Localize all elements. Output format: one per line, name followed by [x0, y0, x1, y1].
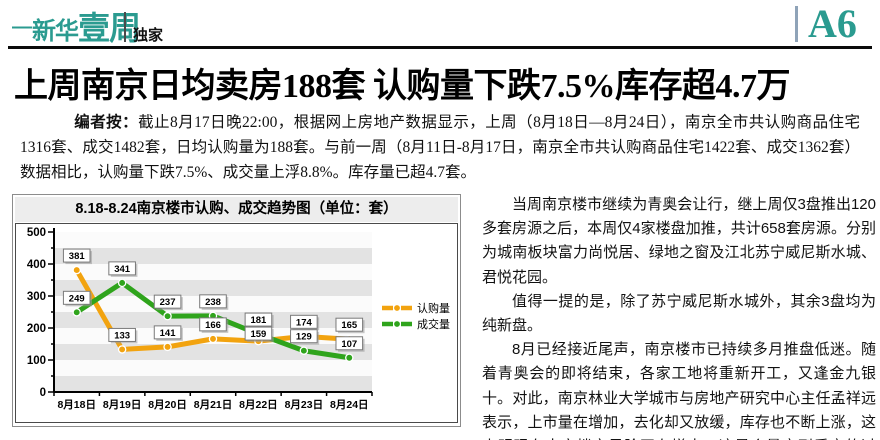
- data-label-box: [108, 261, 136, 276]
- y-tick-label: 300: [27, 291, 46, 303]
- logo-dash-mark: —: [12, 16, 32, 38]
- data-label-box: [108, 327, 136, 342]
- y-tick-label: 400: [27, 259, 46, 271]
- header-divider-right: [795, 6, 798, 42]
- y-tick-label: 0: [40, 387, 46, 399]
- data-label-box: [244, 326, 273, 341]
- plot-band: [54, 360, 372, 376]
- data-label: 107: [341, 339, 357, 350]
- header-divider-left: [124, 12, 126, 42]
- masthead-logo: —新华壹周: [12, 10, 141, 52]
- data-point: [117, 278, 127, 288]
- article-headline: 上周南京日均卖房188套 认购量下跌7.5%库存超4.7万: [14, 68, 791, 105]
- x-tick-label: 8月18日: [57, 399, 96, 411]
- legend-dot: [393, 320, 401, 328]
- article-paragraph: 当周南京楼市继续为青奥会让行，继上周仅3盘推出120多套房源之后，本周仅4家楼盘…: [482, 196, 876, 286]
- data-label-box: [335, 336, 364, 351]
- data-label: 341: [114, 264, 131, 275]
- page-number: A6: [808, 1, 857, 46]
- data-label: 174: [296, 317, 313, 328]
- data-label: 141: [160, 328, 177, 339]
- legend-label: 认购量: [417, 301, 450, 315]
- plot-band: [54, 376, 372, 392]
- x-tick-label: 8月21日: [194, 399, 233, 411]
- header-rule: [8, 46, 872, 49]
- x-tick-label: 8月20日: [148, 399, 187, 411]
- data-label-box: [62, 248, 91, 263]
- data-label: 129: [296, 332, 312, 343]
- x-tick-label: 8月22日: [239, 399, 278, 411]
- plot-band: [54, 248, 372, 264]
- section-label: 独家: [133, 27, 164, 44]
- y-tick-label: 200: [27, 323, 46, 335]
- data-label-box: [199, 317, 227, 332]
- logo-text-big: 壹周: [78, 10, 141, 46]
- data-point: [163, 311, 172, 321]
- data-label-box: [153, 325, 182, 340]
- data-label: 237: [160, 297, 176, 308]
- data-point: [163, 342, 172, 352]
- legend-dot: [393, 304, 401, 312]
- data-point: [208, 334, 218, 344]
- y-tick-label: 500: [27, 227, 46, 239]
- data-label-box: [244, 312, 273, 327]
- data-label: 381: [69, 251, 86, 262]
- data-label-box: [290, 314, 318, 329]
- data-point: [345, 353, 354, 363]
- data-label-box: [199, 294, 227, 309]
- editor-note-text: 截止8月17日晚22:00，根据网上房地产数据显示，上周（8月18日—8月24日…: [20, 114, 860, 181]
- data-point: [117, 345, 127, 354]
- plot-band: [54, 232, 372, 248]
- data-label-box: [335, 317, 364, 332]
- trend-chart: 8.18-8.24南京楼市认购、成交趋势图（单位：套） 0 100 200 300 40…: [12, 194, 461, 427]
- data-label: 249: [69, 293, 85, 304]
- article-body: 当周南京楼市继续为青奥会让行，继上周仅3盘推出120多套房源之后，本周仅4家楼盘…: [482, 193, 876, 440]
- data-label: 238: [205, 297, 221, 308]
- data-label-box: [153, 294, 182, 309]
- editor-note-label: 编者按：: [74, 114, 139, 131]
- x-tick-label: 8月23日: [285, 399, 324, 411]
- chart-svg: 0 100 200 300 400 500 8月18日 8月19日 8月20日 8月21日 8月22…: [27, 227, 450, 411]
- article-paragraph: 8月已经接近尾声，南京楼市已持续多月推盘低迷。随着青奥会的即将结束，各家工地将重…: [482, 341, 876, 440]
- logo-text-small: 新华: [32, 18, 79, 45]
- x-tick-label: 8月19日: [103, 399, 142, 411]
- data-point: [72, 308, 81, 317]
- y-tick-label: 100: [27, 355, 46, 367]
- data-label: 133: [114, 330, 130, 341]
- chart-plot-area: 0 100 200 300 400 500 8月18日 8月19日 8月20日 8月21日 8月22…: [15, 223, 458, 423]
- x-tick-label: 8月24日: [330, 399, 369, 411]
- data-label-box: [62, 290, 91, 305]
- data-label: 181: [250, 315, 267, 326]
- editor-note: 编者按：截止8月17日晚22:00，根据网上房地产数据显示，上周（8月18日—8…: [20, 110, 860, 185]
- data-label: 165: [341, 320, 358, 331]
- plot-band: [54, 264, 372, 280]
- data-label-box: [290, 329, 318, 344]
- data-point: [72, 265, 81, 275]
- data-label: 159: [250, 329, 266, 340]
- chart-title: 8.18-8.24南京楼市认购、成交趋势图（单位：套）: [15, 197, 458, 222]
- data-point: [299, 346, 309, 355]
- data-label: 166: [205, 320, 221, 331]
- legend-label: 成交量: [417, 317, 450, 331]
- article-paragraph: 值得一提的是，除了苏宁威尼斯水城外，其余3盘均为纯新盘。: [482, 292, 876, 335]
